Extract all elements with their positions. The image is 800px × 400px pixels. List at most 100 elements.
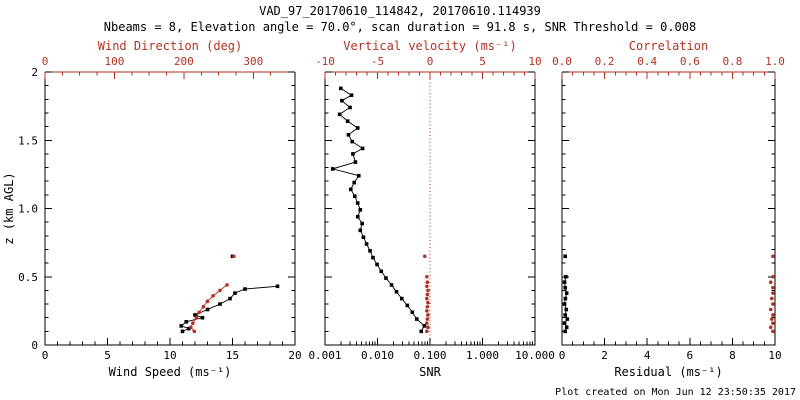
top-tick-label: 5 (479, 55, 486, 68)
data-point-square (349, 93, 354, 98)
data-point-square (563, 254, 567, 259)
data-point-circle (422, 254, 427, 259)
bottom-tick-label: 0.100 (413, 349, 446, 362)
data-point-circle (768, 307, 773, 312)
series-wind-direction (189, 283, 229, 334)
series-wind-speed (179, 284, 280, 334)
data-point-circle (425, 329, 429, 334)
data-point-square (339, 86, 343, 91)
data-point-circle (232, 254, 236, 259)
data-point-square (218, 302, 222, 306)
data-point-circle (425, 274, 429, 279)
data-point-circle (771, 313, 775, 317)
data-point-square (384, 276, 388, 280)
bottom-axis-title-residual: Residual (ms⁻¹) (614, 365, 722, 379)
data-point-circle (425, 284, 429, 289)
data-point-circle (770, 296, 774, 301)
data-point-circle (425, 309, 429, 313)
plot-subtitle: Nbeams = 8, Elevation angle = 70.0°, sca… (103, 20, 697, 34)
data-point-square (351, 152, 355, 156)
top-tick-label: -5 (371, 55, 384, 68)
data-point-square (193, 313, 197, 317)
top-tick-label: 200 (174, 55, 194, 68)
data-point-circle (426, 288, 430, 293)
data-point-square (186, 326, 191, 331)
data-point-square (563, 296, 568, 301)
data-point-circle (211, 294, 215, 298)
data-point-circle (218, 288, 222, 293)
data-point-circle (201, 304, 206, 309)
top-tick-label: 100 (105, 55, 125, 68)
data-point-square (353, 194, 357, 199)
top-axis-title-snr: Vertical velocity (ms⁻¹) (343, 39, 516, 53)
bottom-tick-label: 10 (768, 349, 781, 362)
data-point-circle (197, 310, 201, 315)
bottom-tick-label: 0.001 (308, 349, 341, 362)
y-tick-label: 2 (31, 66, 38, 79)
data-point-square (355, 214, 360, 219)
data-point-square (200, 315, 205, 320)
top-tick-label: 300 (243, 55, 263, 68)
data-point-square (563, 329, 567, 334)
top-tick-label: 0.2 (595, 55, 615, 68)
plot-title: VAD_97_20170610_114842, 20170610.114939 (259, 4, 541, 18)
data-point-circle (425, 296, 429, 301)
data-point-square (358, 228, 363, 233)
bottom-tick-label: 20 (288, 349, 301, 362)
data-point-circle (771, 321, 775, 325)
bottom-tick-label: 6 (686, 349, 693, 362)
plot-created-timestamp: Plot created on Mon Jun 12 23:50:35 2017 (555, 387, 796, 398)
y-tick-label: 0 (31, 339, 38, 352)
bottom-tick-label: 0 (42, 349, 49, 362)
series-vertical-velocity (425, 274, 430, 334)
data-point-circle (771, 302, 775, 306)
data-point-square (345, 119, 350, 123)
data-point-square (228, 296, 232, 301)
data-point-square (562, 280, 567, 285)
bottom-tick-label: 8 (729, 349, 736, 362)
panel-frame (44, 72, 296, 346)
data-point-circle (425, 280, 430, 285)
bottom-tick-label: 1.000 (466, 349, 499, 362)
data-point-circle (191, 321, 195, 325)
panel-residual: 0 2 4 6 8 10 0.0 0.2 0.4 0.6 0.8 1.0 Residual (ms⁻¹)… (552, 39, 785, 379)
data-point-circle (194, 315, 199, 320)
data-point-square (564, 291, 569, 295)
y-tick-label: 1.5 (18, 134, 38, 147)
data-point-circle (425, 321, 429, 325)
series-snr-profile (330, 86, 427, 334)
top-tick-label: -10 (315, 55, 335, 68)
bottom-tick-label: 15 (226, 349, 239, 362)
bottom-tick-label: 0.010 (361, 349, 394, 362)
series-residual-upper (563, 254, 567, 259)
bottom-tick-label: 2 (601, 349, 608, 362)
data-point-square (352, 180, 357, 185)
data-point-square (356, 173, 361, 178)
data-point-circle (768, 325, 773, 330)
data-point-square (422, 324, 427, 328)
data-point-circle (771, 329, 775, 334)
data-point-square (337, 112, 342, 117)
series-correlation (768, 274, 775, 334)
series-wind-direction-upper (232, 254, 236, 259)
data-point-square (394, 289, 399, 294)
data-point-square (179, 324, 184, 328)
data-point-square (340, 98, 344, 103)
data-point-circle (225, 283, 229, 287)
data-point-circle (192, 329, 197, 334)
data-point-square (180, 329, 185, 334)
data-point-square (562, 321, 567, 325)
data-point-circle (426, 300, 430, 305)
series-residual-profile (562, 274, 570, 334)
data-point-square (419, 329, 424, 334)
top-tick-label: 0.6 (680, 55, 700, 68)
top-tick-label: 0 (42, 55, 49, 68)
data-point-circle (425, 317, 430, 321)
data-point-square (348, 187, 353, 192)
top-axis-title-residual: Correlation (629, 39, 708, 53)
data-point-square (364, 242, 369, 246)
bottom-axis-title-snr: SNR (419, 365, 441, 379)
